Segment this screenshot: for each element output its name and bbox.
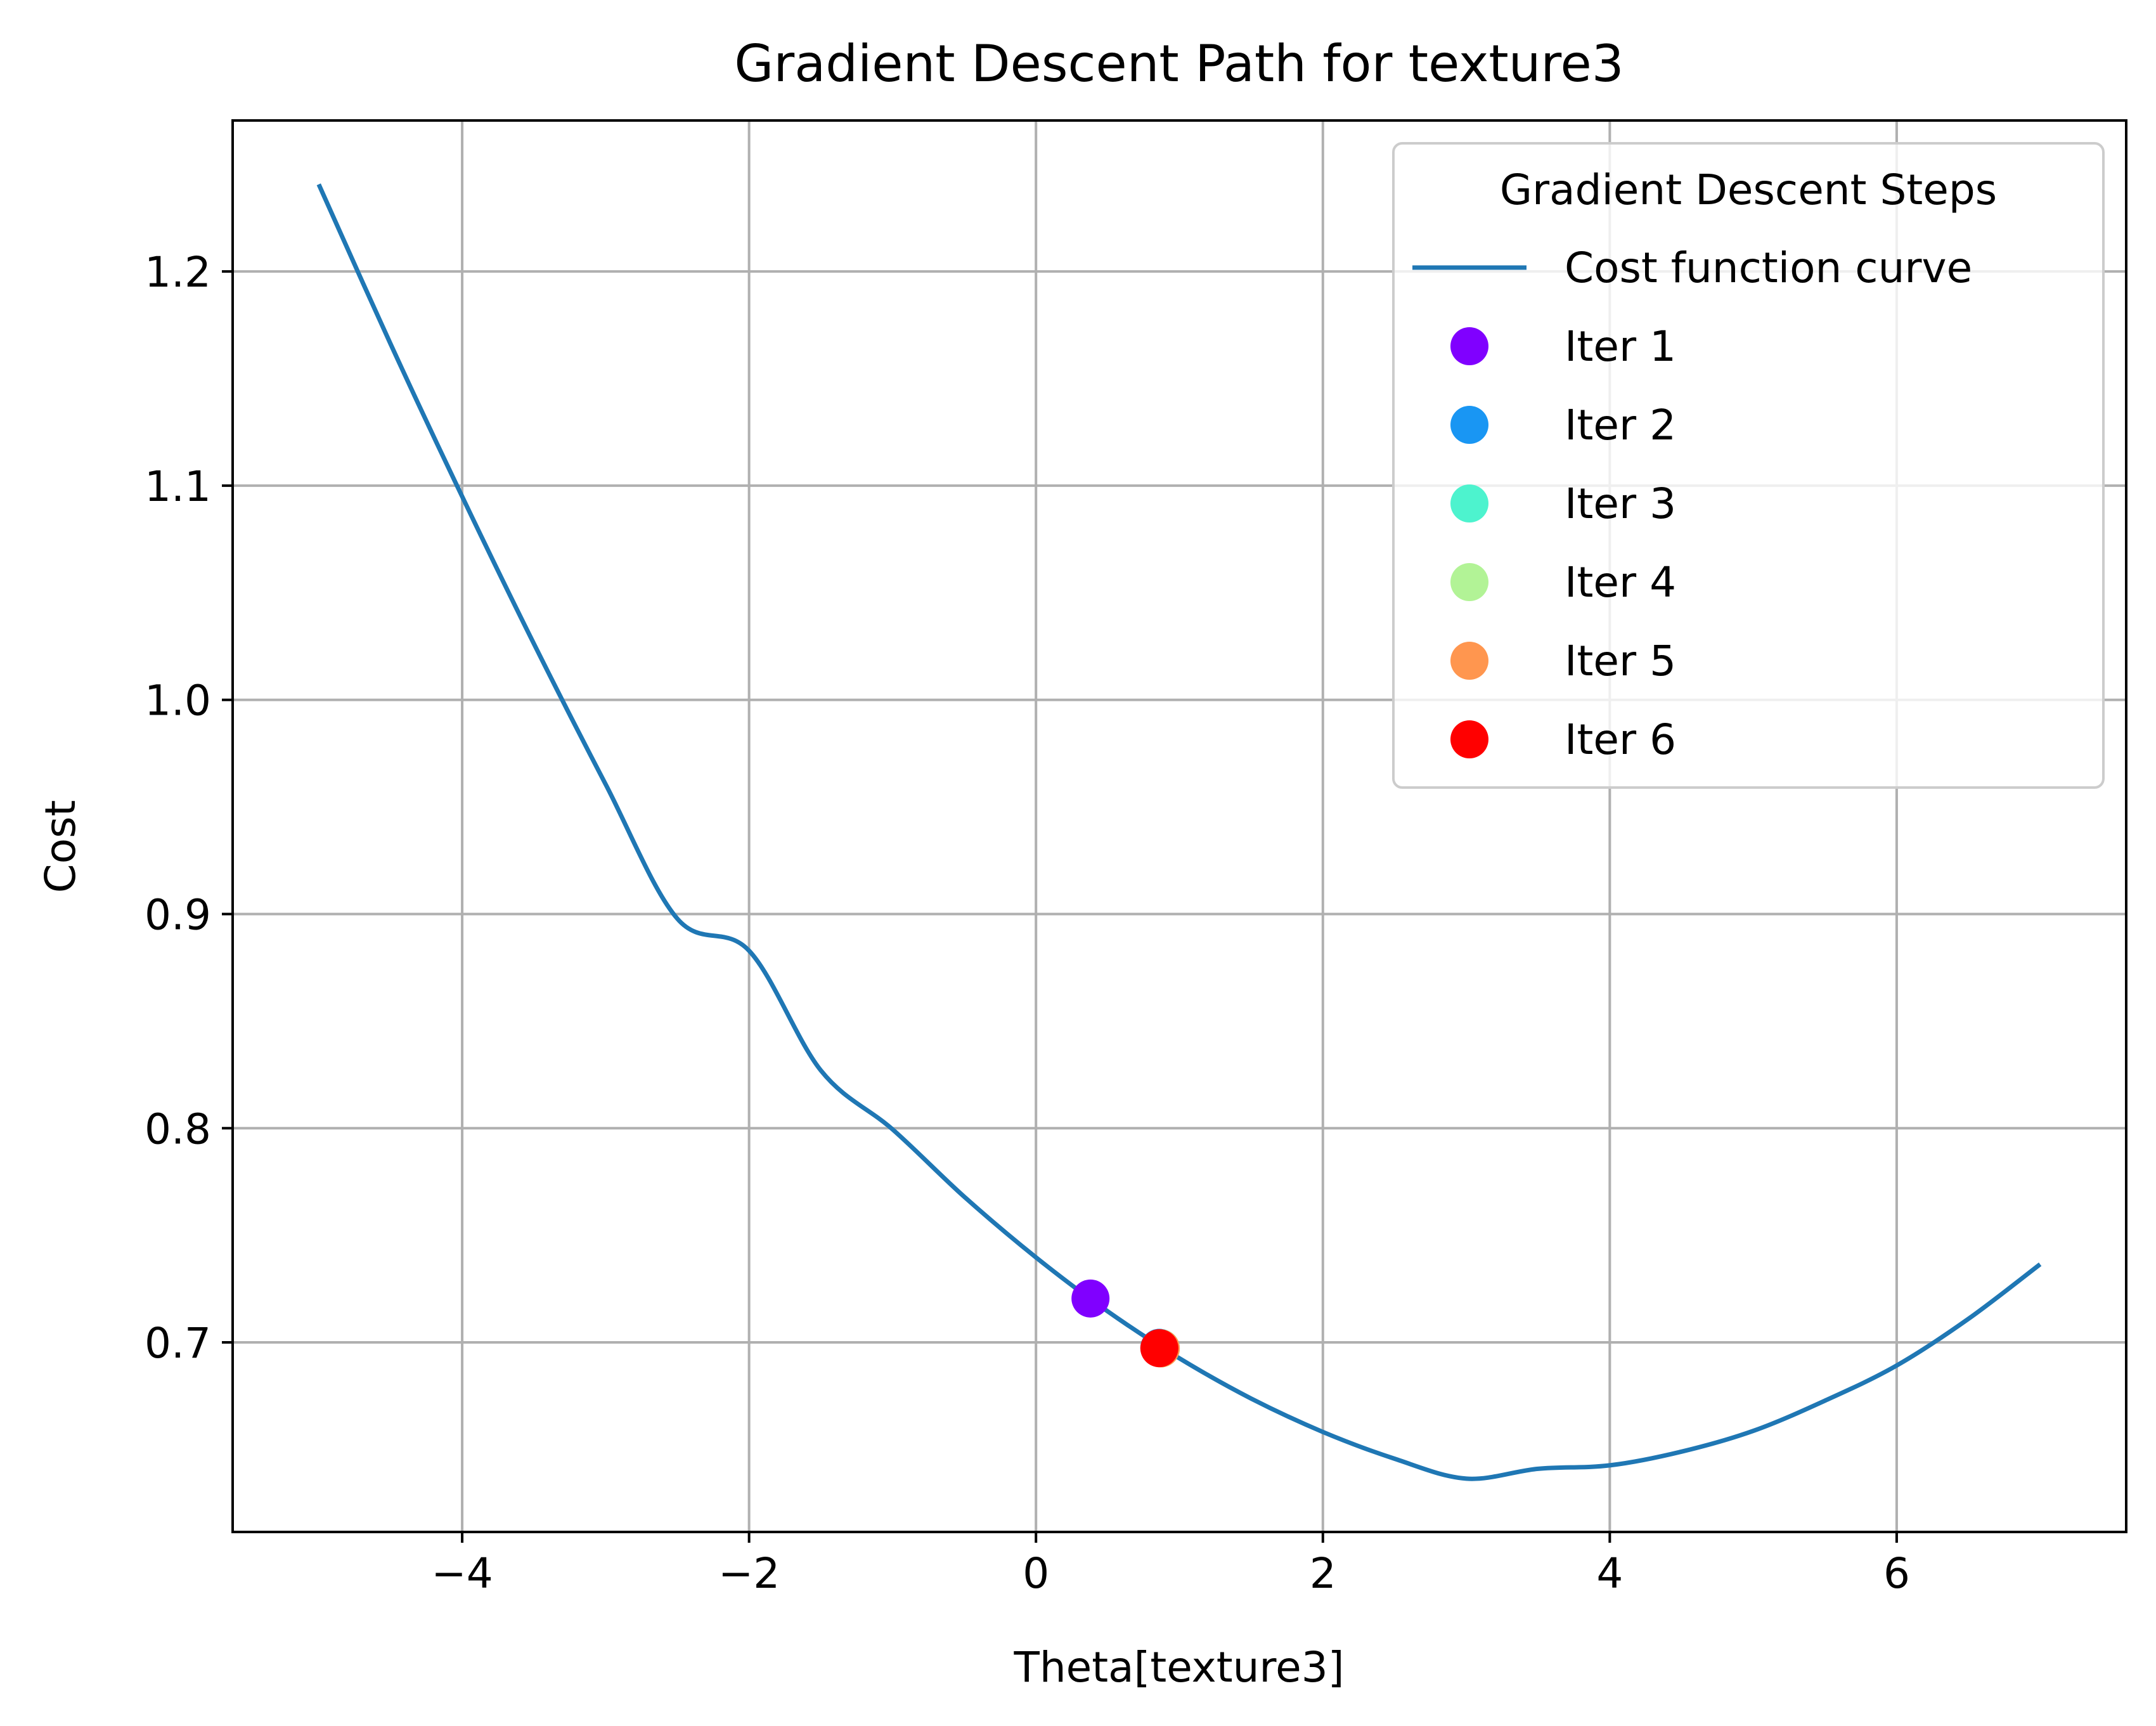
x-tick-label: 4 [1596,1549,1623,1598]
legend-iter-label-5: Iter 5 [1565,637,1676,685]
legend-iter-label-1: Iter 1 [1565,322,1676,371]
legend-iter-swatch-5 [1450,642,1488,680]
tick-layer: −4 −2 0 2 4 6 0.7 0.8 0.9 1.0 1.1 1.2 [145,248,1910,1598]
y-axis-label: Cost [36,800,85,893]
legend-iter-swatch-3 [1450,484,1488,522]
plot-area-frame [231,119,2127,1533]
y-tick-label: 1.1 [145,462,211,511]
y-tick-label: 1.0 [145,677,211,725]
legend-iter-label-4: Iter 4 [1565,558,1676,607]
iter-point-6 [1140,1329,1178,1368]
legend-iter-label-6: Iter 6 [1565,715,1676,764]
legend-box [1392,142,2105,789]
x-tick-label: 0 [1023,1549,1049,1598]
legend-iter-swatch-4 [1450,563,1488,601]
iter-point-1 [1071,1279,1110,1318]
legend-title: Gradient Descent Steps [1500,165,1997,214]
y-tick-label: 1.2 [145,248,211,297]
x-tick-label: −2 [718,1549,780,1598]
x-tick-label: 6 [1883,1549,1910,1598]
x-tick-label: 2 [1310,1549,1336,1598]
x-tick-label: −4 [431,1549,493,1598]
legend-iter-label-3: Iter 3 [1565,479,1676,528]
legend-iter-label-2: Iter 2 [1565,401,1676,450]
y-tick-label: 0.7 [145,1319,211,1368]
y-tick-label: 0.9 [145,890,211,939]
legend-items: Cost function curve Iter 1 Iter 2 Iter 3 Ite… [1412,243,1972,764]
legend-iter-swatch-6 [1450,720,1488,758]
y-tick-label: 0.8 [145,1105,211,1153]
x-axis-label: Theta[texture3] [1014,1643,1345,1692]
legend: Gradient Descent Steps Cost function cur… [1392,142,2105,789]
legend-iter-swatch-2 [1450,406,1488,444]
legend-curve-label: Cost function curve [1565,243,1972,292]
chart-title: Gradient Descent Path for texture3 [734,34,1623,93]
legend-iter-swatch-1 [1450,327,1488,365]
points-layer [1071,1279,1180,1368]
